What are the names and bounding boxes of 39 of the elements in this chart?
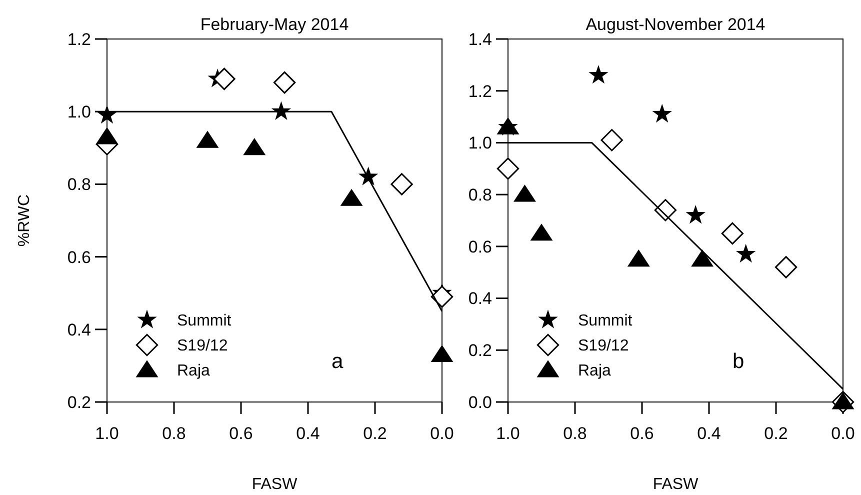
legend-label: Raja xyxy=(177,362,210,380)
x-tick-label: 0.4 xyxy=(697,424,721,443)
x-tick-label: 0.8 xyxy=(162,424,186,443)
legend-label: S19/12 xyxy=(578,338,629,355)
y-tick-label: 0.0 xyxy=(468,392,492,412)
y-tick-label: 0.6 xyxy=(67,248,91,267)
y-axis-title: %RWC xyxy=(16,194,33,247)
y-tick-label: 1.4 xyxy=(468,30,492,49)
x-axis-title: FASW xyxy=(252,476,298,493)
x-tick-label: 0.4 xyxy=(296,424,320,443)
y-tick-label: 0.2 xyxy=(468,341,492,360)
y-tick-label: 1.0 xyxy=(468,134,492,153)
annotation: b xyxy=(732,350,744,373)
y-tick-label: 1.2 xyxy=(468,82,492,101)
annotation: a xyxy=(331,350,344,373)
y-tick-label: 1.2 xyxy=(67,30,91,49)
y-tick-label: 0.4 xyxy=(468,289,492,308)
x-tick-label: 0.2 xyxy=(363,424,387,443)
legend-label: S19/12 xyxy=(177,338,228,355)
x-tick-label: 1.0 xyxy=(496,424,520,443)
x-tick-label: 0.2 xyxy=(764,424,788,443)
chart-title: February-May 2014 xyxy=(200,15,349,34)
y-tick-label: 0.6 xyxy=(468,237,492,256)
y-tick-label: 0.8 xyxy=(67,175,91,194)
x-tick-label: 0.6 xyxy=(229,424,253,443)
y-tick-label: 0.8 xyxy=(468,186,492,205)
x-axis-title: FASW xyxy=(652,476,700,493)
x-tick-label: 0.6 xyxy=(630,424,654,443)
x-tick-label: 0.8 xyxy=(563,424,587,443)
x-tick-label: 1.0 xyxy=(95,424,119,443)
y-tick-label: 0.4 xyxy=(67,320,91,340)
legend-label: Summit xyxy=(578,312,633,330)
x-tick-label: 0.0 xyxy=(430,424,454,443)
legend-label: Raja xyxy=(578,362,612,380)
legend-label: Summit xyxy=(177,312,232,330)
x-tick-label: 0.0 xyxy=(831,424,855,443)
y-tick-label: 0.2 xyxy=(67,392,91,412)
chart-title: August-November 2014 xyxy=(586,15,766,34)
y-tick-label: 1.0 xyxy=(67,102,91,122)
